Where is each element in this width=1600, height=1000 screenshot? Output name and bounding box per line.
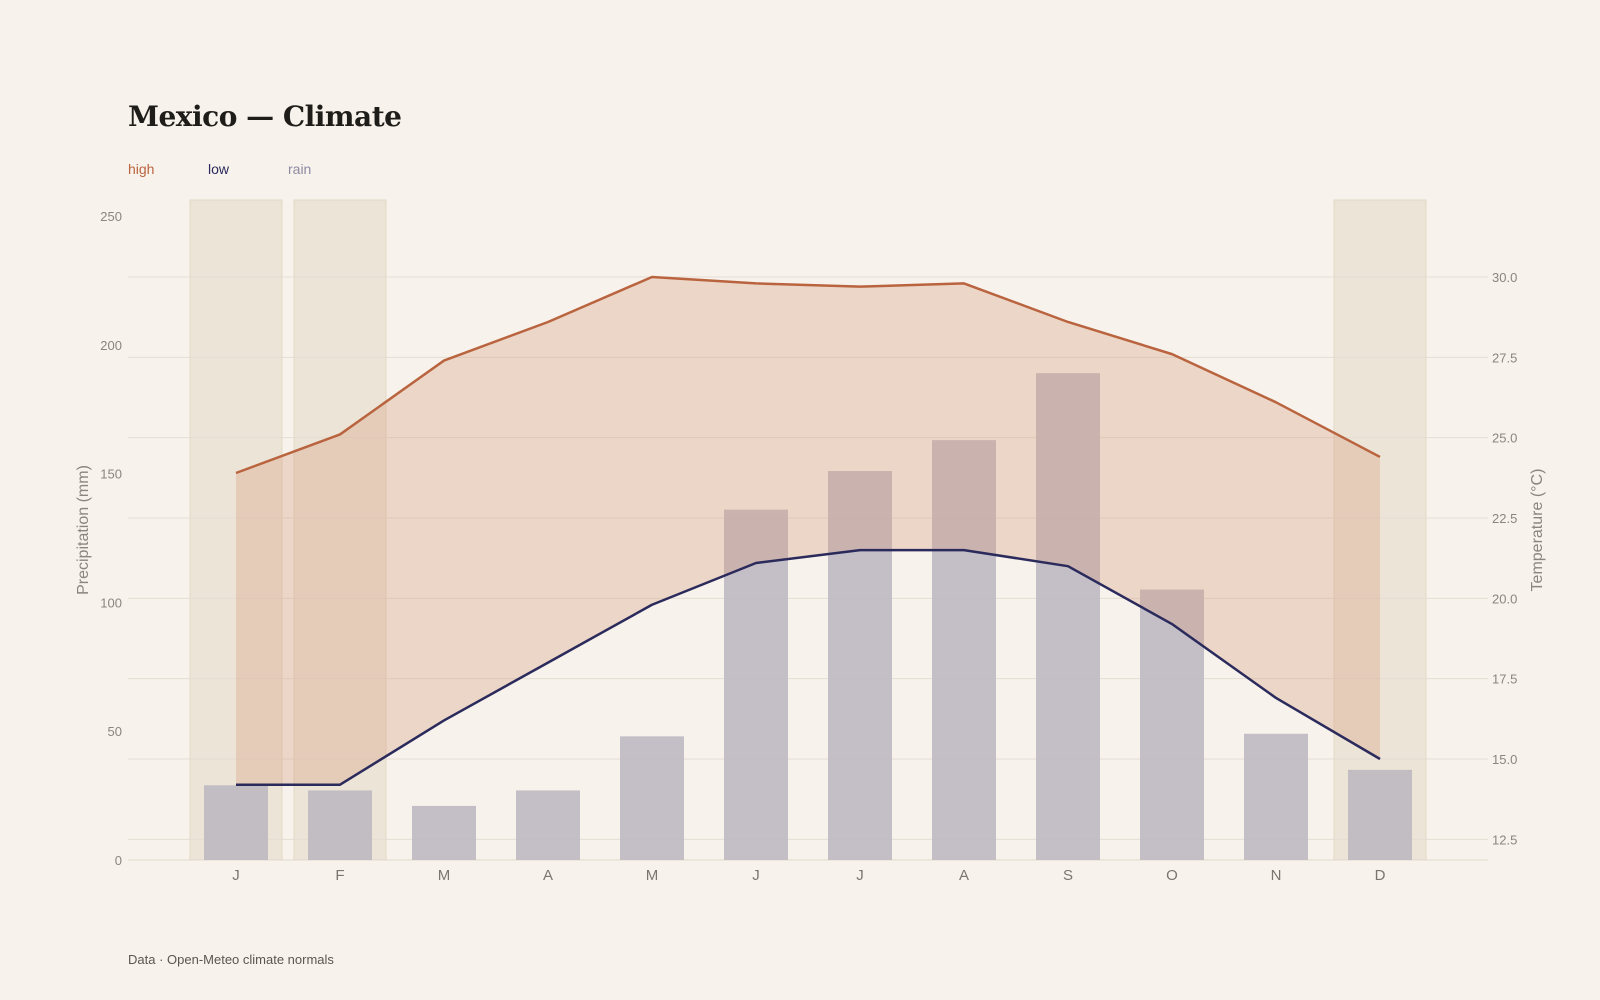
x-tick-label: O	[1166, 867, 1178, 884]
legend-item-rain: rain	[288, 161, 312, 177]
rain-bar	[932, 440, 996, 860]
month-highlight-band	[293, 199, 387, 861]
rain-bar	[724, 509, 788, 860]
y-right-tick-label: 15.0	[1492, 752, 1517, 767]
y-right-tick-label: 22.5	[1492, 511, 1517, 526]
x-tick-label: F	[335, 867, 344, 884]
x-tick-label: A	[959, 867, 969, 884]
x-tick-label: S	[1063, 867, 1073, 884]
month-highlight-band	[189, 199, 283, 861]
rain-bar	[1348, 769, 1412, 860]
rain-bar	[828, 471, 892, 860]
y-left-tick-label: 200	[100, 338, 122, 353]
x-tick-label: J	[752, 867, 760, 884]
rain-bar	[308, 790, 372, 860]
y-right-tick-label: 20.0	[1492, 591, 1517, 606]
y-right-tick-label: 25.0	[1492, 431, 1517, 446]
x-tick-label: M	[438, 867, 451, 884]
x-tick-label: D	[1375, 867, 1386, 884]
x-tick-label: A	[543, 867, 553, 884]
rain-bar	[1244, 733, 1308, 860]
x-tick-label: M	[646, 867, 659, 884]
legend-item-low: low	[208, 161, 230, 177]
rain-bar	[1036, 373, 1100, 860]
rain-bar	[516, 790, 580, 860]
y-right-tick-label: 30.0	[1492, 270, 1517, 285]
x-tick-label: J	[232, 867, 240, 884]
y-left-tick-label: 50	[108, 724, 122, 739]
legend-item-high: high	[128, 161, 155, 177]
y-left-tick-label: 100	[100, 595, 122, 610]
y-right-tick-label: 17.5	[1492, 672, 1517, 687]
rain-bar	[204, 785, 268, 860]
month-highlight-band	[1333, 199, 1427, 861]
y-right-tick-label: 27.5	[1492, 350, 1517, 365]
data-source: Data · Open-Meteo climate normals	[128, 952, 334, 967]
rain-bar	[620, 736, 684, 860]
y-left-axis-title: Precipitation (mm)	[75, 465, 92, 595]
y-left-tick-label: 250	[100, 209, 122, 224]
y-left-tick-label: 0	[115, 853, 122, 868]
x-tick-label: N	[1271, 867, 1282, 884]
y-left-tick-label: 150	[100, 467, 122, 482]
rain-bar	[412, 805, 476, 860]
rain-bar	[1140, 589, 1204, 860]
y-right-axis-title: Temperature (°C)	[1529, 469, 1546, 592]
low-temperature-line	[236, 548, 1381, 786]
temperature-range-band	[236, 277, 1380, 785]
page-title: Mexico — Climate	[128, 100, 402, 133]
high-temperature-line	[235, 275, 1381, 475]
y-right-tick-label: 12.5	[1492, 832, 1517, 847]
x-tick-label: J	[856, 867, 864, 884]
